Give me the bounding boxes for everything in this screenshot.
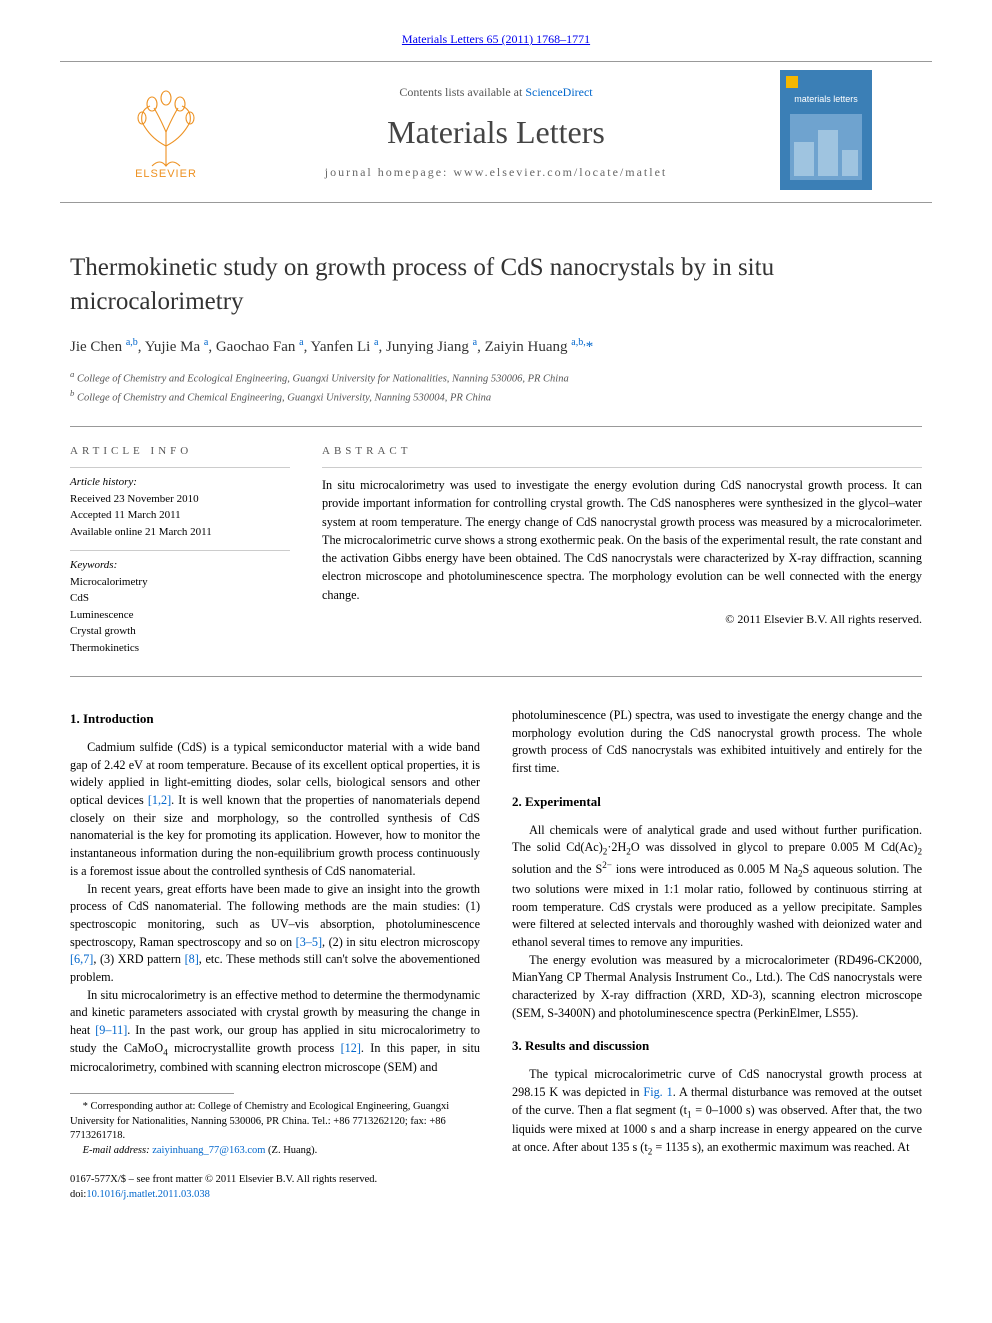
keyword: Crystal growth bbox=[70, 623, 290, 640]
history-line: Accepted 11 March 2011 bbox=[70, 507, 290, 524]
cover-icon: materials letters bbox=[780, 70, 872, 190]
abstract-text: In situ microcalorimetry was used to inv… bbox=[322, 467, 922, 604]
keyword: CdS bbox=[70, 590, 290, 607]
section-heading-results: 3. Results and discussion bbox=[512, 1038, 922, 1054]
email-footnote: E-mail address: zaiyinhuang_77@163.com (… bbox=[70, 1144, 480, 1159]
elsevier-tree-icon: ELSEVIER bbox=[120, 82, 212, 178]
body-paragraph: In situ microcalorimetry is an effective… bbox=[70, 987, 480, 1077]
journal-cover-thumb: materials letters bbox=[780, 70, 872, 194]
svg-text:materials letters: materials letters bbox=[794, 94, 858, 104]
corresponding-author-footnote: * Corresponding author at: College of Ch… bbox=[70, 1100, 480, 1144]
article-info-heading: ARTICLE INFO bbox=[70, 445, 290, 457]
elsevier-text: ELSEVIER bbox=[135, 168, 197, 178]
doi-link[interactable]: 10.1016/j.matlet.2011.03.038 bbox=[86, 1189, 210, 1200]
body-paragraph: The energy evolution was measured by a m… bbox=[512, 952, 922, 1023]
header-citation: Materials Letters 65 (2011) 1768–1771 bbox=[0, 0, 992, 61]
sciencedirect-link[interactable]: ScienceDirect bbox=[525, 85, 592, 99]
keyword: Thermokinetics bbox=[70, 640, 290, 657]
footnote-separator bbox=[70, 1093, 234, 1094]
publisher-logo: ELSEVIER bbox=[120, 82, 212, 182]
article-history: Article history: Received 23 November 20… bbox=[70, 467, 290, 550]
contents-line: Contents lists available at ScienceDirec… bbox=[212, 85, 780, 100]
footer-meta: 0167-577X/$ – see front matter © 2011 El… bbox=[70, 1173, 480, 1202]
keyword: Luminescence bbox=[70, 607, 290, 624]
email-link[interactable]: zaiyinhuang_77@163.com bbox=[152, 1145, 265, 1156]
journal-name: Materials Letters bbox=[212, 114, 780, 151]
affiliations: a College of Chemistry and Ecological En… bbox=[70, 368, 922, 407]
journal-banner: ELSEVIER Contents lists available at Sci… bbox=[60, 61, 932, 203]
body-paragraph: Cadmium sulfide (CdS) is a typical semic… bbox=[70, 739, 480, 881]
body-col-left: 1. Introduction Cadmium sulfide (CdS) is… bbox=[70, 707, 480, 1202]
keyword: Microcalorimetry bbox=[70, 574, 290, 591]
body-paragraph: All chemicals were of analytical grade a… bbox=[512, 822, 922, 952]
article-title: Thermokinetic study on growth process of… bbox=[70, 251, 922, 319]
body-paragraph: In recent years, great efforts have been… bbox=[70, 881, 480, 987]
history-line: Received 23 November 2010 bbox=[70, 491, 290, 508]
section-heading-experimental: 2. Experimental bbox=[512, 794, 922, 810]
body-paragraph: The typical microcalorimetric curve of C… bbox=[512, 1066, 922, 1158]
header-citation-link[interactable]: Materials Letters 65 (2011) 1768–1771 bbox=[402, 32, 590, 46]
abstract-heading: ABSTRACT bbox=[322, 445, 922, 457]
body-col-right: photoluminescence (PL) spectra, was used… bbox=[512, 707, 922, 1202]
abstract-copyright: © 2011 Elsevier B.V. All rights reserved… bbox=[322, 612, 922, 627]
keywords: Keywords: MicrocalorimetryCdSLuminescenc… bbox=[70, 550, 290, 656]
section-heading-intro: 1. Introduction bbox=[70, 711, 480, 727]
history-line: Available online 21 March 2011 bbox=[70, 524, 290, 541]
journal-homepage: journal homepage: www.elsevier.com/locat… bbox=[212, 165, 780, 180]
author-list: Jie Chen a,b, Yujie Ma a, Gaochao Fan a,… bbox=[70, 337, 922, 356]
intro-continuation: photoluminescence (PL) spectra, was used… bbox=[512, 707, 922, 778]
